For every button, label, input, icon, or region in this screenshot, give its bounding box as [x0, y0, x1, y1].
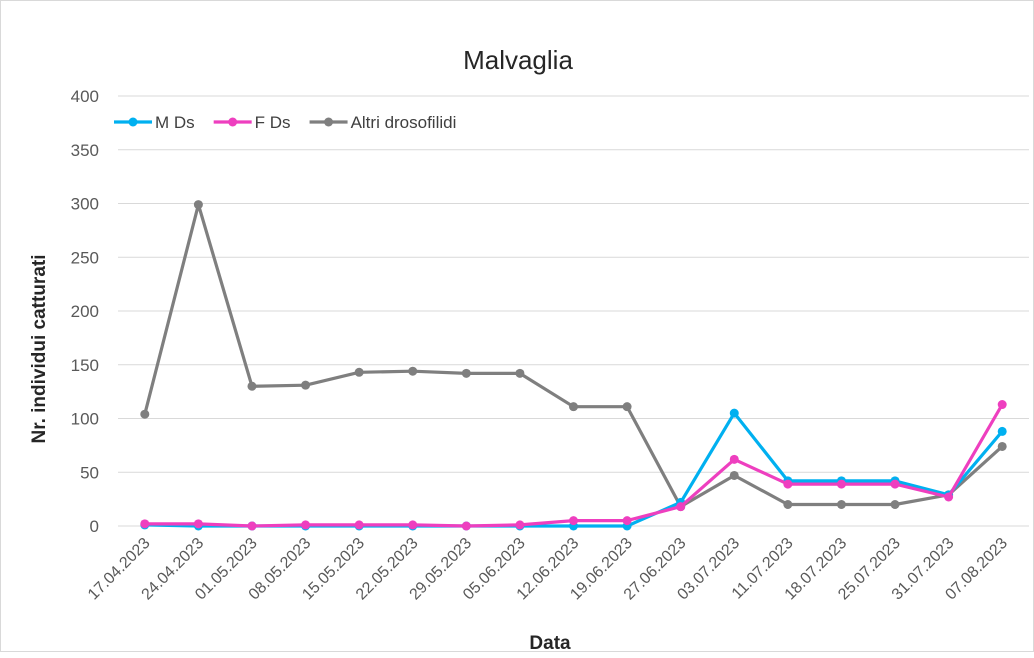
data-point — [729, 470, 739, 480]
y-tick-label: 400 — [71, 87, 99, 106]
y-tick-label: 350 — [71, 141, 99, 160]
series-m-ds — [140, 408, 1007, 531]
data-point — [354, 520, 364, 530]
data-point — [193, 200, 203, 210]
legend-label: F Ds — [255, 113, 291, 132]
legend-marker — [128, 117, 138, 127]
data-point — [140, 409, 150, 419]
x-axis-label: Data — [529, 633, 571, 653]
data-point — [997, 426, 1007, 436]
y-tick-label: 250 — [71, 248, 99, 267]
y-tick-label: 150 — [71, 356, 99, 375]
series-line — [143, 402, 1004, 528]
data-point — [997, 441, 1007, 451]
data-point — [783, 479, 793, 489]
legend: M Ds F Ds Altri drosofilidi — [114, 113, 456, 132]
data-point — [515, 368, 525, 378]
data-point — [461, 521, 471, 531]
y-tick-label: 50 — [80, 463, 99, 482]
data-point — [729, 454, 739, 464]
data-point — [890, 500, 900, 509]
y-tick-label: 0 — [90, 517, 99, 536]
legend-item: M Ds — [114, 113, 195, 132]
data-point — [247, 521, 257, 531]
y-axis-ticks: 0 50 100 150 200 250 300 350 400 — [71, 87, 99, 536]
x-axis-ticks: 17.04.202324.04.202301.05.202308.05.2023… — [85, 535, 1011, 604]
series-f-ds — [140, 400, 1007, 531]
data-point — [729, 408, 739, 418]
data-point — [301, 380, 311, 390]
data-point — [783, 500, 793, 509]
legend-item: F Ds — [213, 113, 291, 132]
data-point — [408, 520, 418, 530]
data-point — [461, 368, 471, 378]
data-point — [515, 520, 525, 530]
data-point — [193, 519, 203, 529]
data-point — [997, 400, 1007, 410]
legend-marker — [324, 117, 334, 127]
data-point — [890, 479, 900, 489]
y-tick-label: 300 — [71, 195, 99, 214]
data-point — [676, 502, 686, 512]
data-point — [622, 402, 632, 412]
data-point — [569, 516, 578, 526]
gridlines — [118, 95, 1029, 527]
series-altri-drosofilidi — [140, 200, 1007, 512]
chart-title: Malvaglia — [463, 45, 573, 75]
data-point — [408, 366, 418, 376]
legend-item: Altri drosofilidi — [309, 113, 457, 132]
legend-label: M Ds — [155, 113, 195, 132]
legend-label: Altri drosofilidi — [351, 113, 457, 132]
data-point — [354, 367, 364, 377]
data-point — [301, 520, 311, 530]
y-tick-label: 100 — [71, 410, 99, 429]
data-point — [247, 381, 257, 391]
y-tick-label: 200 — [71, 302, 99, 321]
data-point — [140, 519, 150, 529]
series-lines — [140, 200, 1007, 531]
data-point — [944, 492, 954, 502]
series-line — [143, 203, 1004, 509]
data-point — [836, 500, 846, 509]
data-point — [569, 402, 578, 412]
data-point — [836, 479, 846, 489]
legend-marker — [228, 117, 238, 127]
series-line — [143, 411, 1004, 528]
data-point — [622, 516, 632, 526]
y-axis-label: Nr. individui catturati — [29, 255, 50, 444]
